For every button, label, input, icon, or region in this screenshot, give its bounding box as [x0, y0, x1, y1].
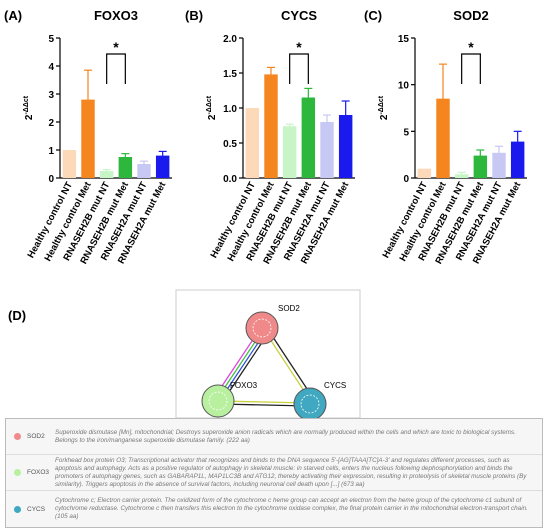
y-axis-label: 2-ΔΔct — [206, 95, 218, 120]
error-bar — [323, 114, 331, 129]
node-dot — [14, 433, 21, 440]
bar — [99, 171, 114, 178]
table-row: SOD2 Superoxide dismutase [Mn], mitochond… — [6, 419, 542, 455]
chart-title: FOXO3 — [94, 8, 138, 23]
network-node — [245, 311, 279, 345]
y-axis-label-base: 2 — [24, 114, 35, 120]
y-tick-label: 3 — [48, 90, 54, 101]
bar — [338, 115, 353, 178]
error-bar — [84, 69, 92, 129]
network-node — [201, 384, 235, 418]
error-bar — [513, 130, 522, 152]
y-axis-label-sup: -ΔΔct — [23, 95, 30, 114]
y-tick-label: 2 — [48, 118, 54, 129]
table-row: CYCS Cytochrome c; Electron carrier prote… — [6, 491, 542, 527]
y-tick-label: 0 — [48, 174, 54, 185]
error-bar — [304, 87, 313, 107]
y-tick-label: 1.5 — [223, 69, 237, 80]
y-tick-label: 2.0 — [223, 34, 237, 45]
chart-title: SOD2 — [453, 8, 488, 23]
bar — [301, 97, 316, 178]
bar — [118, 157, 133, 178]
y-tick-label: 0.0 — [223, 174, 237, 185]
bar — [510, 141, 525, 178]
table-row: FOXO3 Forkhead box protein O3; Transcript… — [6, 455, 542, 491]
error-bar — [285, 123, 294, 129]
error-bar — [140, 160, 148, 167]
y-tick-label: 15 — [398, 34, 410, 45]
significance-label: * — [113, 39, 119, 55]
y-tick-label: 1.0 — [223, 104, 237, 115]
error-bar — [341, 100, 350, 129]
y-axis-label-sup: -ΔΔct — [206, 95, 213, 114]
node-structure — [300, 394, 320, 414]
node-description: Forkhead box protein O3; Transcriptional… — [55, 456, 527, 488]
significance-bracket — [289, 53, 309, 84]
y-axis-label-base: 2 — [207, 114, 218, 120]
panel-label: (D) — [8, 308, 26, 323]
error-bar — [457, 171, 466, 177]
error-bar — [102, 169, 111, 173]
node-structure — [208, 391, 228, 411]
significance-label: * — [296, 39, 302, 55]
error-bar — [158, 150, 167, 160]
bar — [245, 108, 260, 178]
node-label: SOD2 — [278, 304, 300, 313]
node-description: Superoxide dismutase [Mn], mitochondrial… — [55, 428, 516, 444]
panel-label: (A) — [4, 8, 22, 23]
bar — [62, 150, 77, 178]
node-label: CYCS — [324, 381, 346, 390]
bar — [473, 155, 488, 178]
significance-bracket — [106, 53, 126, 84]
bar — [320, 122, 334, 178]
significance-label: * — [468, 39, 474, 55]
node-description: Cytochrome c; Electron carrier protein. … — [55, 497, 528, 520]
chart: (D) SOD2 FOXO3 CYCS (A) FOXO32-ΔΔct012345… — [4, 8, 527, 420]
node-name: SOD2 — [27, 433, 45, 440]
y-axis-label: 2-ΔΔct — [23, 95, 35, 120]
error-bar — [267, 66, 275, 82]
chart-title: CYCS — [281, 8, 317, 23]
bar — [492, 152, 506, 178]
node-dot — [14, 505, 21, 513]
significance-bracket — [461, 53, 481, 84]
y-axis-label-base: 2 — [379, 114, 390, 120]
y-tick-label: 1 — [48, 146, 54, 157]
panel-label: (B) — [185, 8, 203, 23]
bar — [137, 164, 151, 178]
node-label: FOXO3 — [230, 381, 258, 390]
bar — [282, 126, 297, 178]
bar — [264, 74, 278, 178]
error-bar — [495, 145, 503, 160]
y-axis-label-sup: -ΔΔct — [378, 95, 385, 114]
bar — [417, 168, 432, 178]
error-bar — [121, 153, 130, 161]
y-tick-label: 4 — [48, 62, 54, 73]
node-dot — [14, 469, 21, 476]
y-tick-label: 5 — [403, 127, 409, 138]
y-tick-label: 10 — [398, 81, 410, 92]
node-name: CYCS — [27, 505, 46, 513]
bar — [436, 98, 450, 178]
node-structure — [252, 318, 272, 338]
error-bar — [476, 149, 485, 162]
y-tick-label: 5 — [48, 34, 54, 45]
panel-label: (C) — [364, 8, 382, 23]
node-name: FOXO3 — [27, 469, 50, 476]
network-node — [293, 387, 327, 420]
y-tick-label: 0 — [403, 174, 409, 185]
node-table: SOD2 Superoxide dismutase [Mn], mitochond… — [5, 418, 543, 528]
y-axis-label: 2-ΔΔct — [378, 95, 390, 120]
error-bar — [439, 63, 447, 134]
bar — [81, 99, 95, 178]
bar — [155, 155, 170, 178]
y-tick-label: 0.5 — [223, 139, 237, 150]
